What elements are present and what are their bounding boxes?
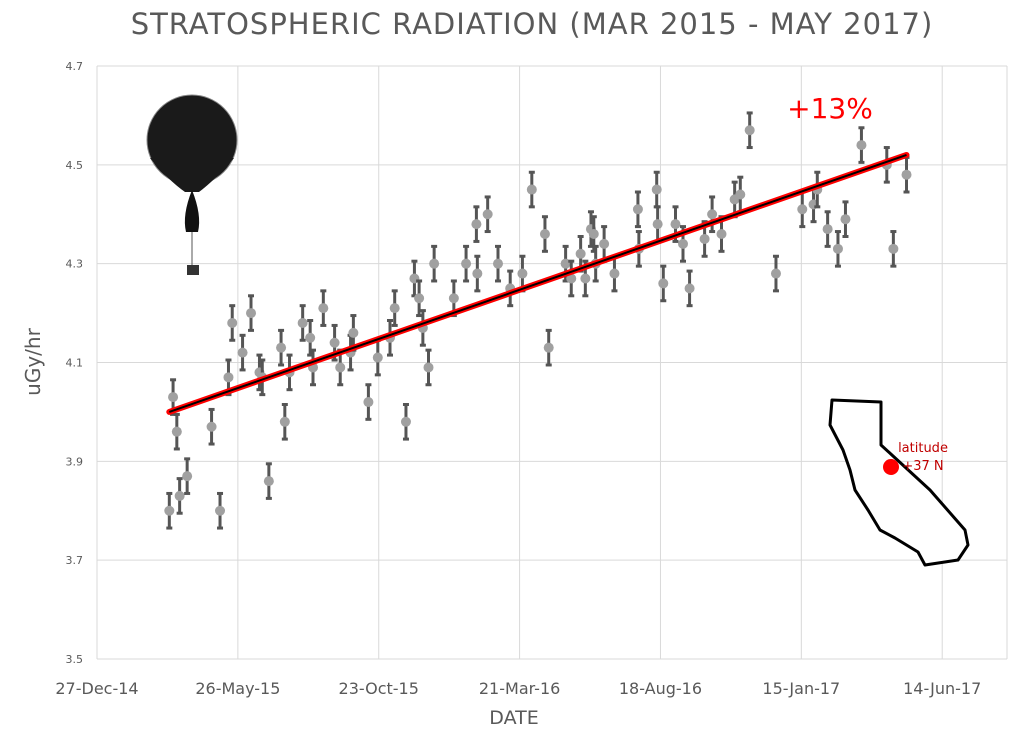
y-tick-label: 4.5 [66,159,84,172]
balloon-icon [146,94,238,275]
latitude-value: +37 N [902,459,943,474]
x-tick-label: 21-Mar-16 [479,679,560,698]
data-point [678,238,689,249]
data-point [575,248,586,259]
chart-title: STRATOSPHERIC RADIATION (MAR 2015 - MAY … [131,7,934,41]
x-tick-label: 27-Dec-14 [55,679,138,698]
data-point [599,238,610,249]
data-point [472,268,483,279]
data-point [822,224,833,235]
data-point [888,243,899,254]
data-point [279,416,290,427]
change-annotation: +13% [787,92,873,125]
data-point [632,204,643,215]
data-point [716,229,727,240]
data-point [423,362,434,373]
y-tick-label: 3.9 [66,455,84,468]
data-point [318,303,329,314]
data-point [699,233,710,244]
y-axis-label: uGy/hr [21,327,45,395]
data-point [580,273,591,284]
data-point [182,471,193,482]
x-tick-label: 23-Oct-15 [339,679,419,698]
data-point [305,332,316,343]
x-tick-labels: 27-Dec-14 26-May-15 23-Oct-15 21-Mar-16 18-A… [55,679,981,698]
data-point [335,362,346,373]
data-point [206,421,217,432]
y-tick-labels: 3.5 3.7 3.9 4.1 4.3 4.5 4.7 [66,60,84,666]
trendline-line [168,154,907,413]
data-point [174,490,185,501]
data-point [744,125,755,136]
data-point [588,229,599,240]
x-tick-label: 15-Jan-17 [762,679,840,698]
data-point [263,476,274,487]
data-point [329,337,340,348]
data-point [389,303,400,314]
data-point [471,219,482,230]
location-marker [883,459,899,475]
y-tick-label: 3.5 [66,653,84,666]
data-point [482,209,493,220]
data-point [517,268,528,279]
data-point [168,392,179,403]
data-point [609,268,620,279]
data-point [164,505,175,516]
data-point [448,293,459,304]
trendline [166,151,910,415]
data-point [348,327,359,338]
data-point [856,140,867,151]
x-tick-label: 26-May-15 [195,679,280,698]
data-point [171,426,182,437]
data-point [560,258,571,269]
x-tick-label: 14-Jun-17 [903,679,981,698]
data-point [363,397,374,408]
data-point [670,219,681,230]
data-point [246,308,257,319]
data-point [770,268,781,279]
x-axis-label: DATE [489,707,538,729]
data-point [658,278,669,289]
data-point [539,229,550,240]
data-point [372,352,383,363]
data-point [414,293,425,304]
data-point [493,258,504,269]
latitude-label: latitude [898,441,948,456]
data-point [237,347,248,358]
data-point [276,342,287,353]
x-tick-label: 18-Aug-16 [619,679,702,698]
data-point [684,283,695,294]
data-point [223,372,234,383]
y-tick-label: 4.1 [66,357,84,370]
data-point [652,219,663,230]
data-point [297,317,308,328]
data-point [526,184,537,195]
data-point [429,258,440,269]
data-point [215,505,226,516]
california-map-icon: latitude +37 N [828,398,970,567]
data-point [461,258,472,269]
data-point [566,273,577,284]
y-tick-label: 4.7 [66,60,84,73]
data-point [227,317,238,328]
data-point [901,169,912,180]
data-point [840,214,851,225]
data-point [543,342,554,353]
data-points [164,111,912,530]
data-point [651,184,662,195]
data-point [832,243,843,254]
y-tick-label: 4.3 [66,258,84,271]
data-point [707,209,718,220]
data-point [735,189,746,200]
data-point [797,204,808,215]
data-point [400,416,411,427]
y-tick-label: 3.7 [66,554,84,567]
